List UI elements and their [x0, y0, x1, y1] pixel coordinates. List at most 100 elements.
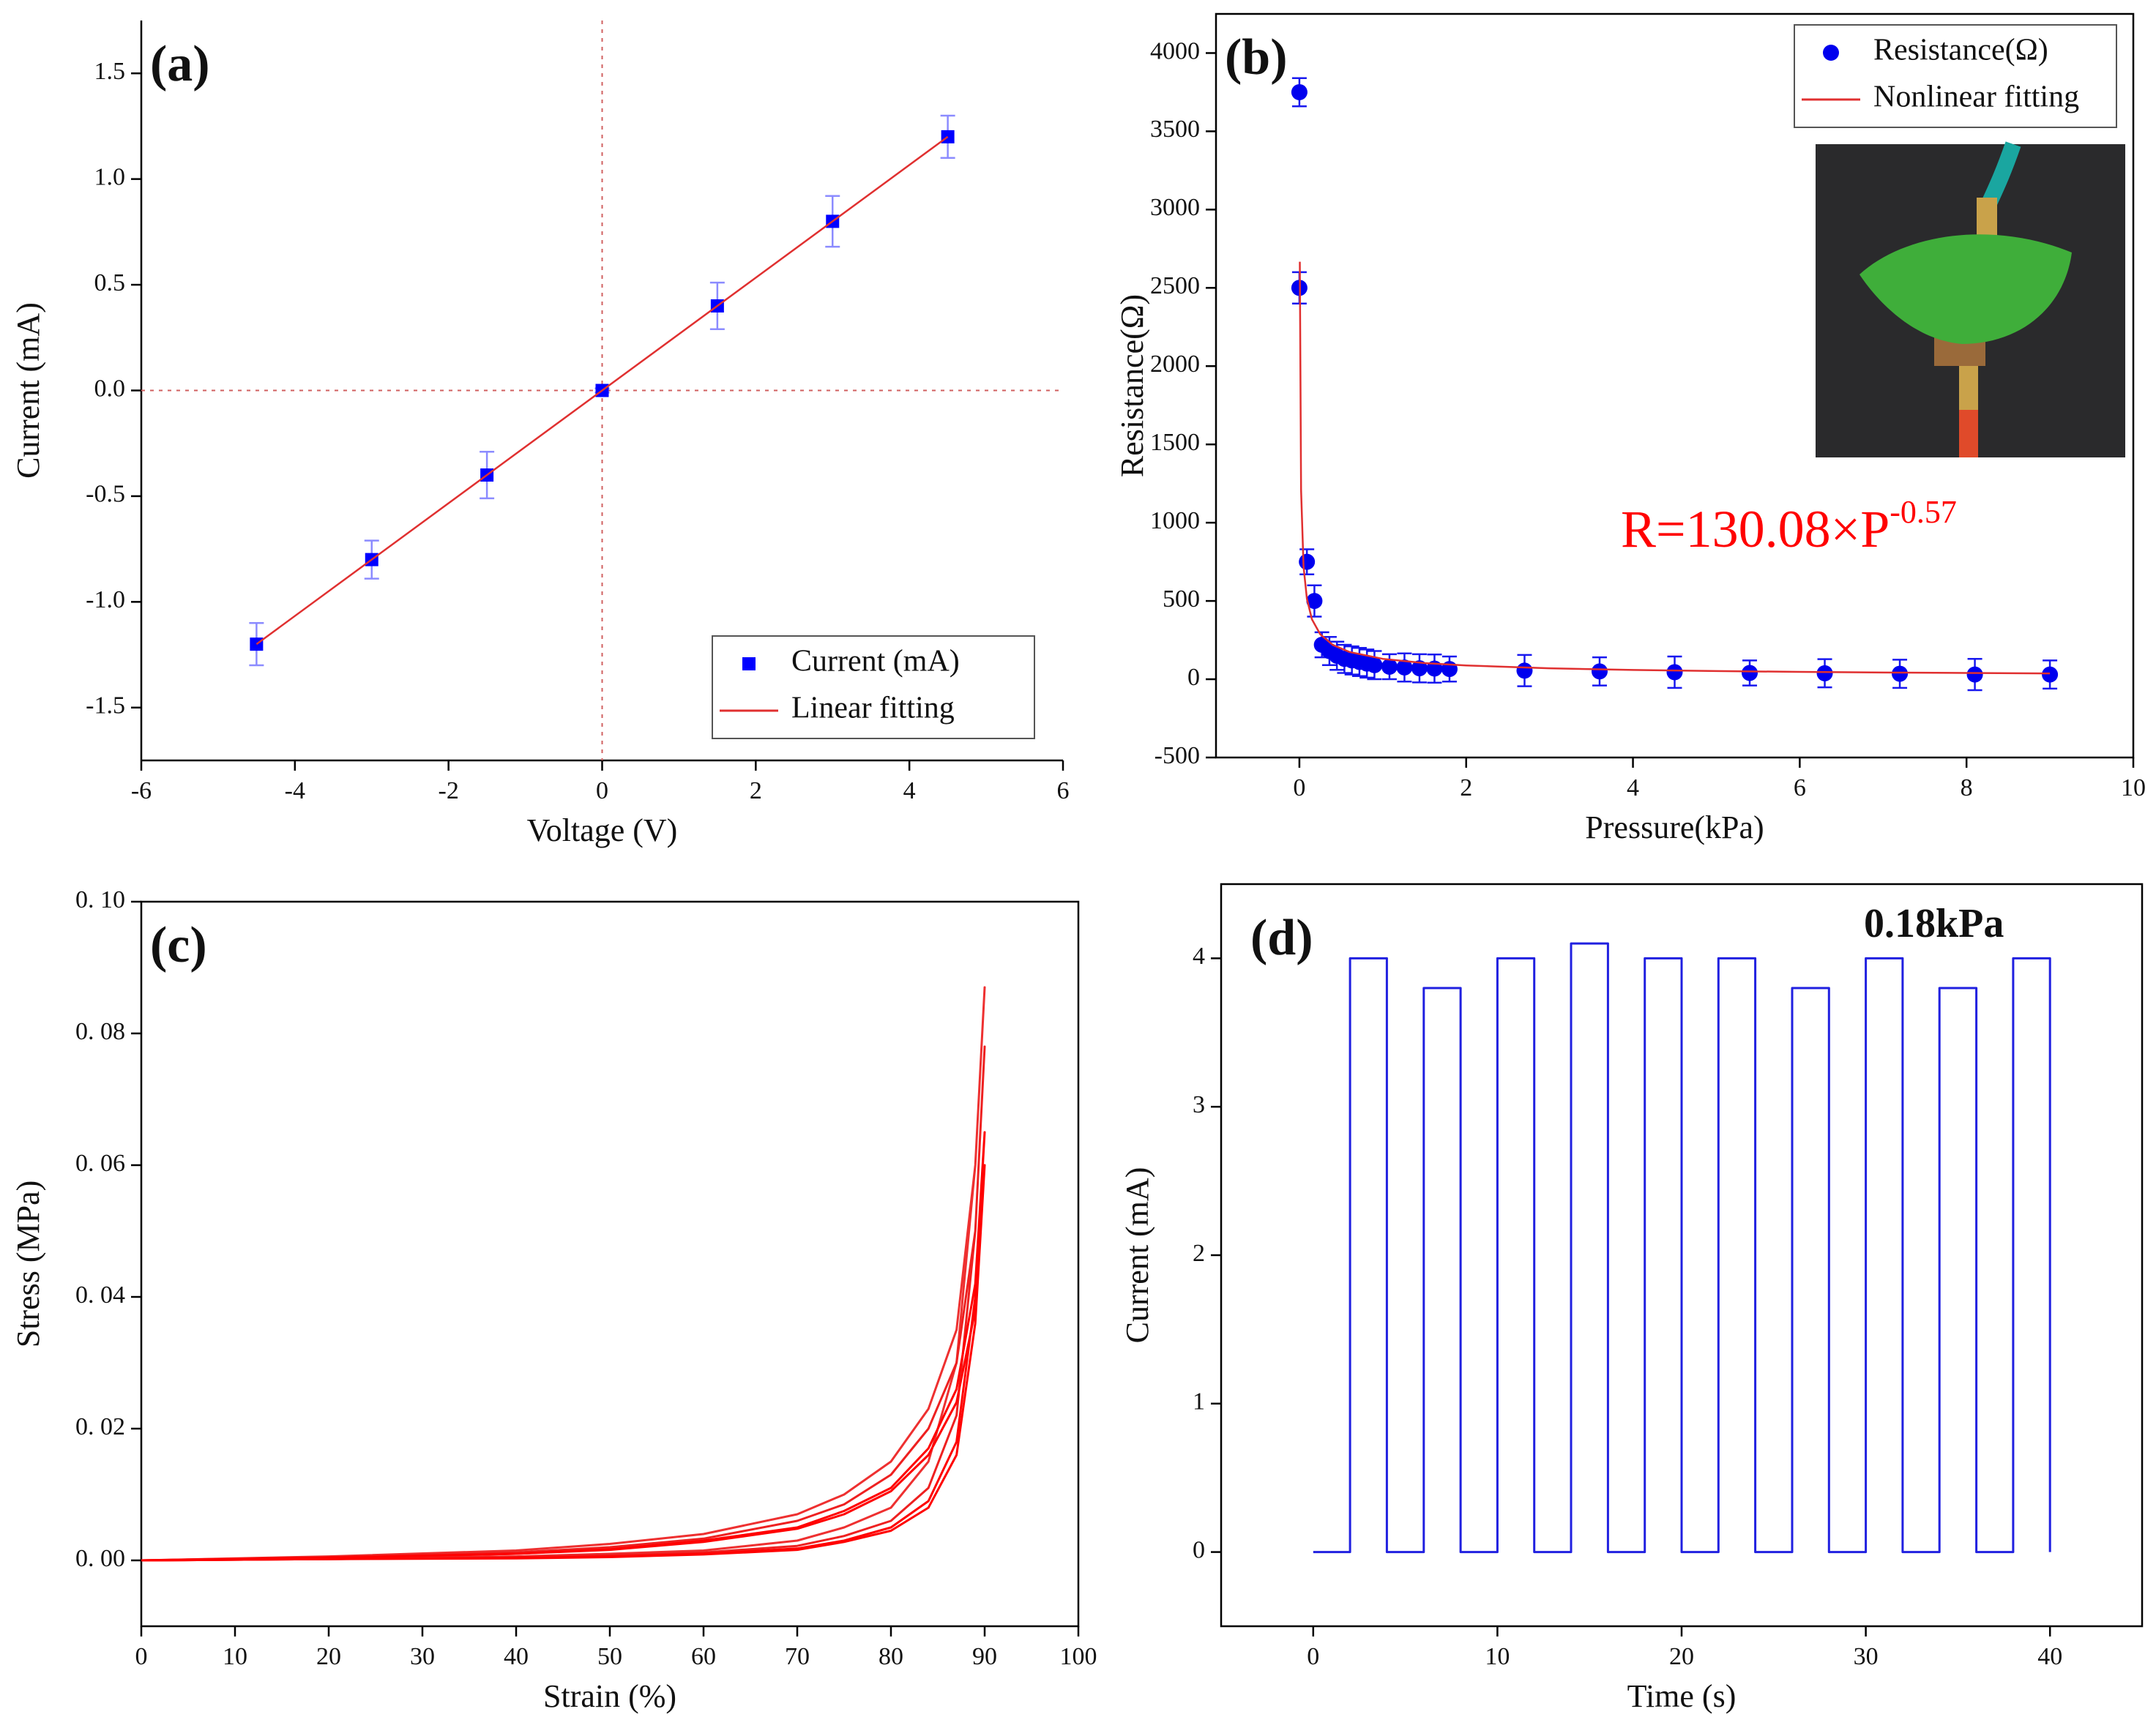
- legend-marker: [1823, 45, 1839, 61]
- y-tick-label: 0.0: [94, 375, 126, 402]
- point: [1299, 553, 1316, 570]
- photo-wire: [1959, 410, 1978, 457]
- x-tick-label: 2: [1460, 774, 1472, 801]
- point: [1591, 663, 1608, 680]
- legend-marker: [742, 657, 756, 670]
- data-line: [141, 986, 986, 1562]
- x-tick-label: 80: [879, 1643, 903, 1670]
- x-tick-label: 30: [410, 1643, 435, 1670]
- y-tick-label: 1.0: [94, 163, 126, 190]
- data-line: [141, 1045, 986, 1562]
- y-tick-label: 3000: [1150, 194, 1200, 221]
- y-tick-label: -1.0: [86, 586, 125, 613]
- legend-box: [712, 635, 1035, 739]
- y-tick-label: -0.5: [86, 481, 125, 508]
- point: [1381, 658, 1398, 675]
- panel-label: (b): [1225, 29, 1288, 86]
- x-tick-label: 40: [2037, 1643, 2062, 1670]
- x-tick-label: 50: [597, 1643, 622, 1670]
- point: [1306, 593, 1323, 610]
- y-tick-label: 2000: [1150, 351, 1200, 378]
- x-tick-label: 10: [223, 1643, 247, 1670]
- data-line: [141, 1164, 986, 1562]
- y-axis-title: Stress (MPa): [10, 1181, 46, 1348]
- y-tick-label: 4000: [1150, 37, 1200, 64]
- x-tick-label: 8: [1961, 774, 1973, 801]
- inset-photo: [1816, 141, 2125, 457]
- point: [1666, 664, 1683, 681]
- panel-label: (c): [150, 917, 207, 973]
- photo-leaf: [1860, 234, 2072, 344]
- x-tick-label: 0: [135, 1643, 148, 1670]
- y-axis-title: Current (mA): [10, 302, 46, 479]
- y-tick-label: 0. 00: [75, 1545, 125, 1572]
- y-tick-label: -1.5: [86, 692, 125, 719]
- x-tick-label: 6: [1057, 777, 1070, 804]
- y-axis-title: Current (mA): [1119, 1167, 1155, 1344]
- plot-frame: [1215, 12, 2135, 759]
- x-tick-label: 0: [1293, 774, 1305, 801]
- x-tick-label: 6: [1794, 774, 1806, 801]
- x-axis-title: Time (s): [1627, 1678, 1737, 1714]
- x-tick-label: 90: [972, 1643, 997, 1670]
- y-tick-label: 2: [1193, 1240, 1205, 1267]
- photo-connector: [1977, 198, 1997, 242]
- legend-label: Linear fitting: [791, 692, 955, 725]
- panel-label: (a): [150, 36, 210, 92]
- point: [1396, 659, 1413, 676]
- x-axis-title: Pressure(kPa): [1585, 809, 1764, 845]
- pressure-annotation: 0.18kPa: [1864, 901, 2004, 946]
- point: [1411, 660, 1428, 677]
- x-tick-label: 60: [691, 1643, 716, 1670]
- data-line: [1299, 261, 2051, 675]
- point: [1366, 656, 1383, 673]
- point: [1816, 665, 1833, 681]
- y-tick-label: 1000: [1150, 507, 1200, 534]
- x-axis-title: Strain (%): [543, 1678, 676, 1714]
- y-tick-label: 3: [1193, 1091, 1205, 1118]
- x-tick-label: 20: [1669, 1643, 1694, 1670]
- x-tick-label: 40: [504, 1643, 529, 1670]
- x-tick-label: 20: [316, 1643, 341, 1670]
- y-tick-label: 1.5: [94, 58, 126, 85]
- panel-label: (d): [1250, 910, 1313, 966]
- point: [1742, 665, 1758, 681]
- legend-label: Nonlinear fitting: [1873, 81, 2079, 114]
- y-tick-label: 4: [1193, 943, 1205, 970]
- y-tick-label: 0: [1193, 1536, 1205, 1563]
- x-tick-label: 70: [785, 1643, 810, 1670]
- y-tick-label: 0. 04: [75, 1282, 125, 1309]
- x-tick-label: 10: [2121, 774, 2146, 801]
- y-tick-label: -500: [1155, 742, 1200, 769]
- y-tick-label: 0. 10: [75, 886, 125, 913]
- point: [941, 130, 955, 143]
- x-tick-label: 30: [1854, 1643, 1879, 1670]
- y-axis-title: Resistance(Ω): [1114, 294, 1150, 477]
- x-tick-label: 10: [1485, 1643, 1510, 1670]
- point: [2042, 666, 2059, 683]
- point: [1966, 666, 1983, 683]
- point: [1291, 83, 1308, 100]
- equation-body: R=130.08×P: [1621, 500, 1890, 558]
- legend-label: Resistance(Ω): [1873, 34, 2048, 67]
- point: [1516, 662, 1533, 679]
- data-line: [255, 135, 949, 646]
- y-tick-label: 500: [1163, 586, 1200, 613]
- x-tick-label: -2: [439, 777, 459, 804]
- y-tick-label: 3500: [1150, 116, 1200, 143]
- x-tick-label: 0: [1307, 1643, 1319, 1670]
- x-tick-label: 2: [750, 777, 762, 804]
- x-axis-title: Voltage (V): [527, 812, 678, 848]
- y-tick-label: 1500: [1150, 429, 1200, 456]
- x-tick-label: 4: [1627, 774, 1639, 801]
- x-tick-label: 0: [596, 777, 608, 804]
- y-tick-label: 0. 02: [75, 1413, 125, 1440]
- y-tick-label: 0.5: [94, 269, 126, 296]
- photo-connector: [1959, 366, 1978, 410]
- y-tick-label: 2500: [1150, 272, 1200, 299]
- legend-label: Current (mA): [791, 645, 960, 678]
- x-tick-label: -4: [285, 777, 305, 804]
- point: [250, 637, 264, 651]
